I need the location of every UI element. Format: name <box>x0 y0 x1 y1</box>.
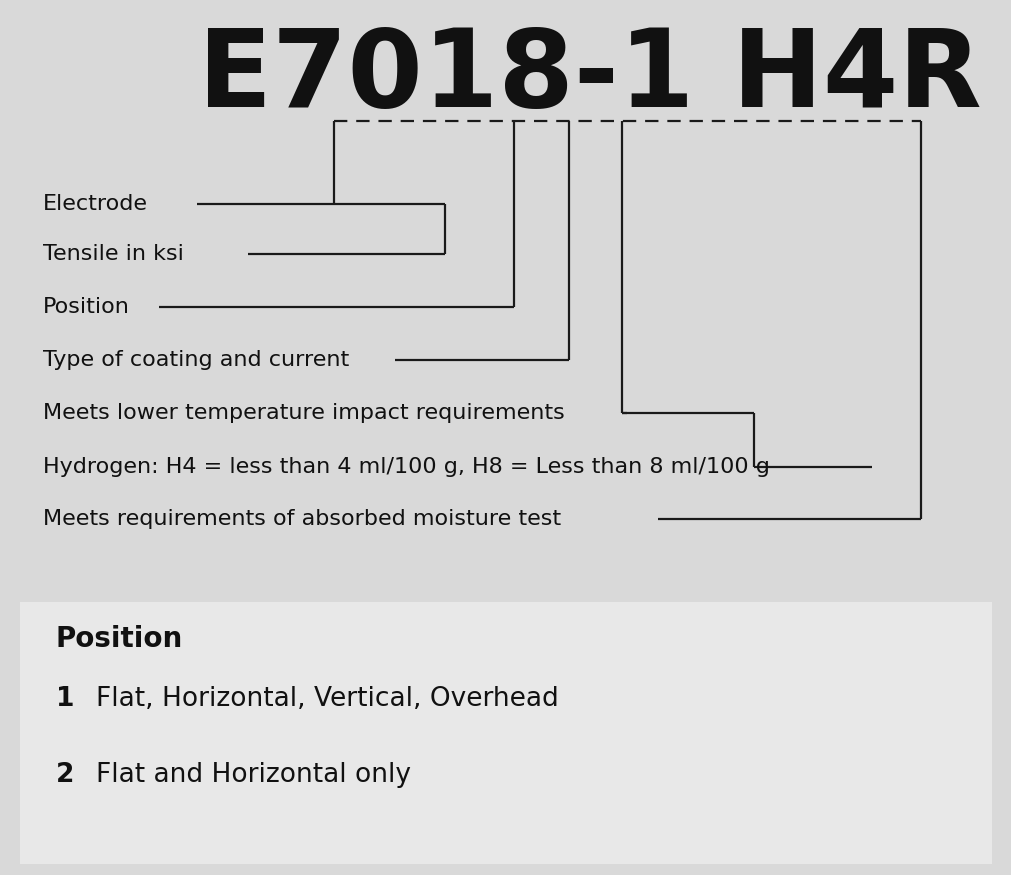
Text: Electrode: Electrode <box>42 193 148 214</box>
Text: Tensile in ksi: Tensile in ksi <box>42 244 183 264</box>
Text: 2: 2 <box>56 762 74 788</box>
Text: Hydrogen: H4 = less than 4 ml/100 g, H8 = Less than 8 ml/100 g: Hydrogen: H4 = less than 4 ml/100 g, H8 … <box>42 457 768 477</box>
Text: 1: 1 <box>56 686 74 711</box>
Text: Type of coating and current: Type of coating and current <box>42 350 349 370</box>
Text: Meets lower temperature impact requirements: Meets lower temperature impact requireme… <box>42 403 564 423</box>
Text: Position: Position <box>42 298 129 317</box>
Text: Flat and Horizontal only: Flat and Horizontal only <box>96 762 410 788</box>
Text: Meets requirements of absorbed moisture test: Meets requirements of absorbed moisture … <box>42 508 560 528</box>
Text: E7018-1 H4R: E7018-1 H4R <box>198 24 981 130</box>
Text: Position: Position <box>56 625 183 653</box>
Text: Flat, Horizontal, Vertical, Overhead: Flat, Horizontal, Vertical, Overhead <box>96 686 558 711</box>
